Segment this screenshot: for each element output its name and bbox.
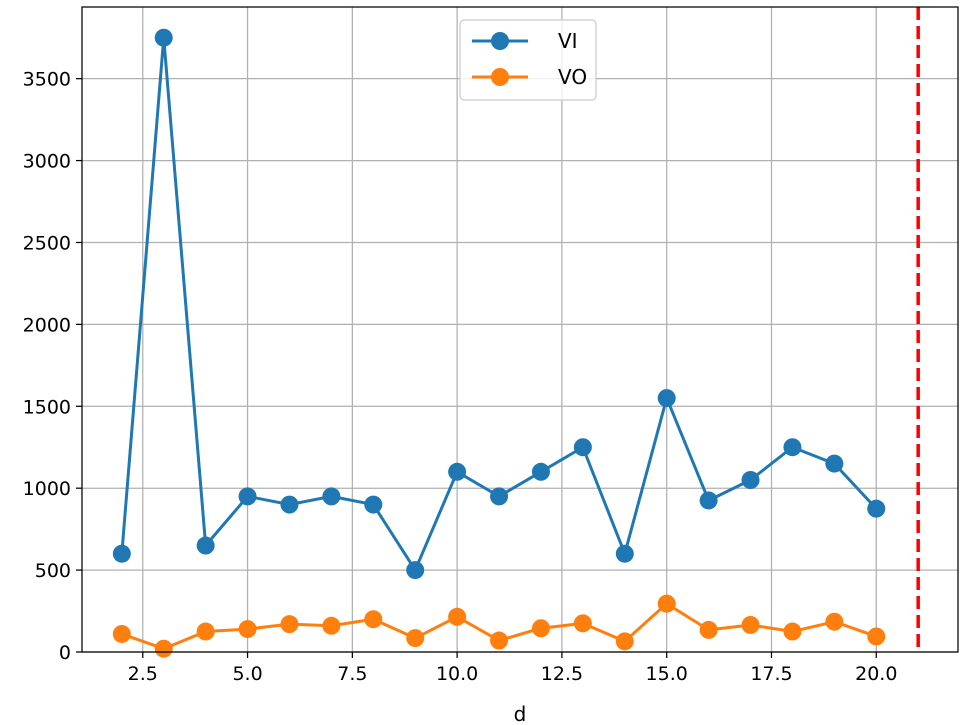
- data-point: [322, 616, 341, 635]
- y-axis-ticks: 0 500 1000 1500 2000 2500 3000 3500: [23, 69, 82, 664]
- data-point: [657, 594, 676, 613]
- y-tick-label: 2500: [23, 232, 71, 254]
- series-layer: [112, 28, 886, 658]
- data-point: [531, 619, 550, 638]
- data-point: [741, 615, 760, 634]
- data-point: [573, 438, 592, 457]
- x-tick-label: 15.0: [646, 663, 688, 685]
- legend-label: VO: [558, 65, 587, 89]
- data-point: [783, 622, 802, 641]
- data-point: [531, 462, 550, 481]
- x-axis-ticks: 2.5 5.0 7.5 10.0 12.5 15.0 17.5 20.0: [128, 652, 897, 685]
- y-tick-label: 3000: [23, 151, 71, 173]
- data-point: [825, 454, 844, 473]
- x-tick-label: 5.0: [232, 663, 262, 685]
- data-point: [573, 614, 592, 633]
- data-point: [699, 620, 718, 639]
- legend-marker: [491, 32, 509, 50]
- data-point: [322, 487, 341, 506]
- data-point: [657, 389, 676, 408]
- data-point: [825, 612, 844, 631]
- data-point: [154, 28, 173, 47]
- plot-frame: [81, 6, 959, 653]
- x-tick-label: 10.0: [436, 663, 478, 685]
- data-point: [615, 544, 634, 563]
- y-tick-label: 1000: [23, 478, 71, 500]
- y-tick-label: 1500: [23, 396, 71, 418]
- data-point: [490, 631, 509, 650]
- x-tick-label: 7.5: [337, 663, 367, 685]
- data-point: [238, 620, 257, 639]
- series-vi: [112, 28, 886, 580]
- data-point: [406, 561, 425, 580]
- x-axis-label: d: [514, 702, 527, 725]
- legend: VI VO: [459, 19, 597, 101]
- y-tick-label: 2000: [23, 314, 71, 336]
- x-tick-label: 20.0: [855, 663, 897, 685]
- data-point: [406, 629, 425, 648]
- y-tick-label: 3500: [23, 69, 71, 91]
- data-point: [112, 624, 131, 643]
- data-point: [867, 627, 886, 646]
- data-point: [280, 615, 299, 634]
- y-tick-label: 500: [35, 560, 71, 582]
- data-point: [364, 495, 383, 514]
- x-tick-label: 2.5: [128, 663, 158, 685]
- x-tick-label: 12.5: [541, 663, 583, 685]
- legend-marker: [491, 68, 509, 86]
- data-point: [783, 438, 802, 457]
- data-point: [238, 487, 257, 506]
- data-point: [196, 536, 215, 555]
- y-tick-label: 0: [59, 642, 71, 664]
- data-point: [699, 491, 718, 510]
- data-point: [741, 471, 760, 489]
- data-point: [448, 607, 467, 626]
- x-tick-label: 17.5: [750, 663, 792, 685]
- series-vo: [112, 594, 886, 658]
- data-point: [112, 544, 131, 563]
- data-point: [867, 499, 886, 518]
- data-point: [448, 462, 467, 481]
- data-point: [196, 622, 215, 641]
- data-point: [615, 632, 634, 651]
- data-point: [490, 487, 509, 506]
- legend-label: VI: [558, 29, 578, 53]
- data-point: [364, 610, 383, 629]
- data-point: [154, 639, 173, 658]
- data-point: [280, 495, 299, 514]
